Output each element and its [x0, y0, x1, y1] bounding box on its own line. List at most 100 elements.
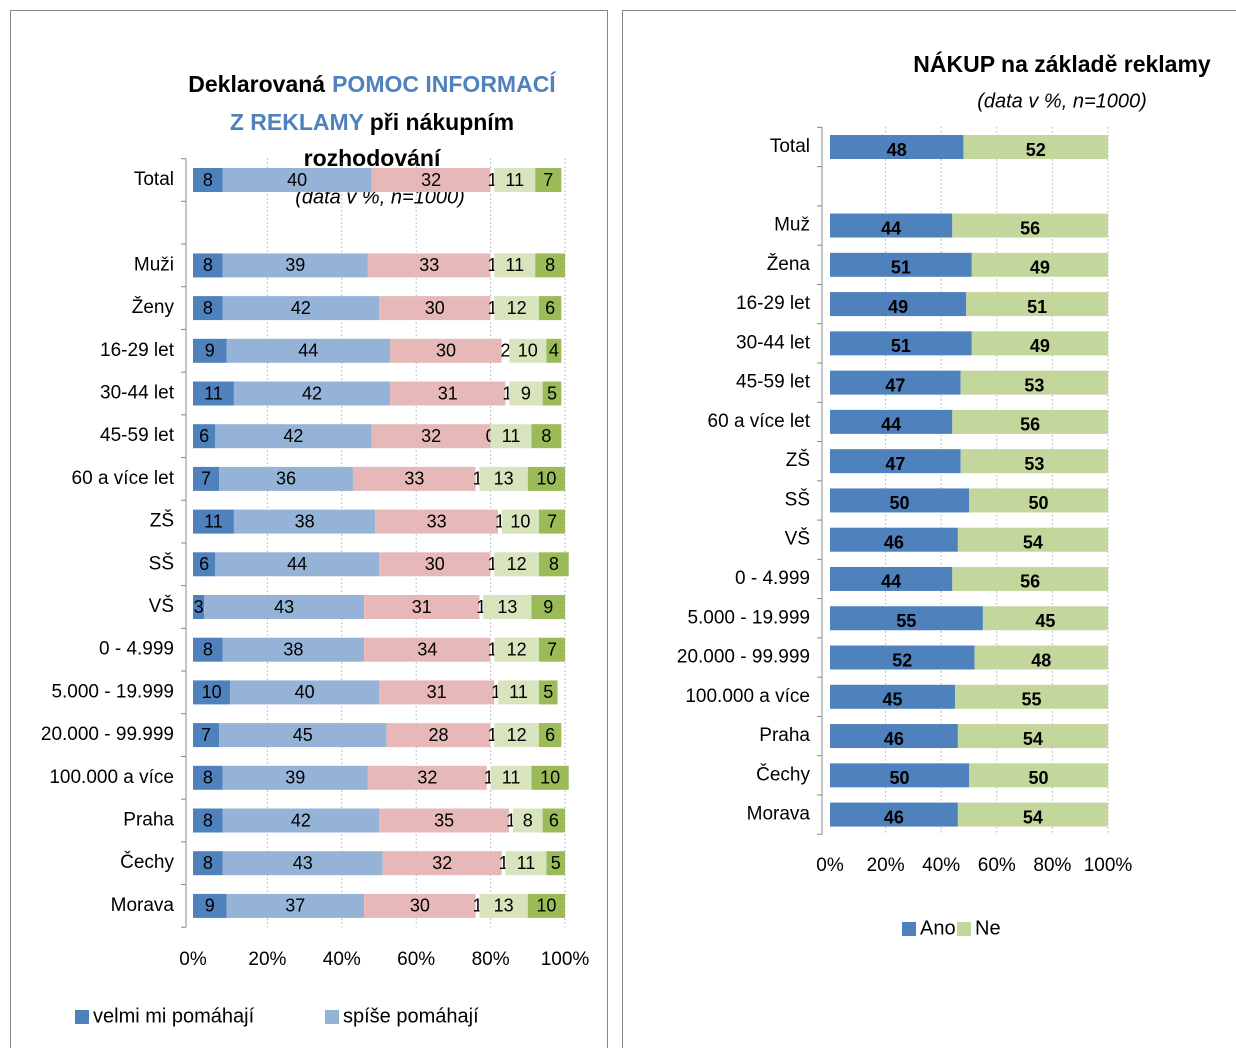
- data-label: 43: [274, 597, 294, 617]
- data-label: 5: [547, 383, 557, 403]
- x-tick-label: 20%: [867, 855, 905, 876]
- bar-segment: [498, 509, 502, 534]
- bar-segment: [193, 637, 223, 662]
- data-label: 1: [487, 255, 497, 275]
- data-label: 1: [484, 768, 494, 788]
- title-part: rozhodování: [304, 145, 442, 171]
- bar-segment: [830, 645, 975, 670]
- bar-segment: [193, 168, 223, 192]
- bar-segment: [960, 449, 1108, 474]
- data-label: 46: [884, 807, 904, 827]
- bar-segment: [531, 765, 569, 790]
- bar-segment: [390, 381, 506, 406]
- data-label: 1: [487, 298, 497, 318]
- bar-segment: [222, 765, 368, 790]
- bar-segment: [952, 409, 1108, 434]
- bar-segment: [193, 381, 234, 406]
- bar-segment: [542, 808, 565, 833]
- bar-segment: [494, 296, 539, 321]
- data-label: 42: [291, 810, 311, 830]
- title-part: NÁKUP na základě reklamy: [913, 50, 1211, 77]
- data-label: 50: [889, 493, 909, 513]
- data-label: 48: [1031, 650, 1051, 670]
- data-label: 31: [427, 682, 447, 702]
- data-label: 33: [419, 255, 439, 275]
- bar-segment: [386, 723, 491, 748]
- x-tick-label: 80%: [472, 949, 510, 970]
- data-label: 3: [194, 597, 204, 617]
- bar-segment: [957, 527, 1108, 552]
- data-label: 28: [429, 725, 449, 745]
- bar-segment: [494, 680, 499, 705]
- bar-segment: [222, 808, 379, 833]
- bar-segment: [538, 637, 565, 662]
- data-label: 9: [205, 896, 215, 916]
- y-tick-label: 16-29 let: [100, 340, 175, 361]
- data-label: 12: [507, 725, 527, 745]
- bar-segment: [486, 765, 491, 790]
- x-tick-label: 40%: [922, 855, 960, 876]
- data-label: 9: [205, 341, 215, 361]
- data-label: 10: [536, 896, 556, 916]
- bar-segment: [830, 449, 961, 474]
- data-label: 6: [545, 725, 555, 745]
- data-label: 8: [549, 554, 559, 574]
- bar-segment: [490, 552, 495, 577]
- bar-segment: [971, 252, 1108, 277]
- bar-segment: [538, 509, 565, 534]
- data-label: 10: [518, 341, 538, 361]
- data-label: 1: [487, 639, 497, 659]
- bar-segment: [969, 763, 1108, 788]
- data-label: 1: [473, 896, 483, 916]
- y-tick-label: 20.000 - 99.999: [677, 647, 810, 668]
- data-label: 47: [885, 454, 905, 474]
- bar-segment: [830, 292, 967, 317]
- data-label: 10: [510, 511, 530, 531]
- data-label: 7: [547, 639, 557, 659]
- bar-segment: [830, 331, 972, 356]
- bar-segment: [830, 684, 956, 709]
- data-label: 36: [276, 469, 296, 489]
- data-label: 7: [543, 170, 553, 190]
- data-label: 12: [507, 554, 527, 574]
- bar-segment: [505, 381, 510, 406]
- bar-segment: [193, 552, 216, 577]
- data-label: 11: [204, 383, 223, 403]
- y-tick-label: 5.000 - 19.999: [687, 607, 810, 628]
- bar-segment: [193, 424, 216, 449]
- bar-segment: [535, 168, 562, 192]
- y-tick-label: 16-29 let: [736, 293, 811, 314]
- data-label: 1: [487, 170, 497, 190]
- bar-segment: [509, 381, 543, 406]
- y-tick-label: Ženy: [132, 296, 175, 318]
- data-label: 44: [298, 341, 318, 361]
- data-label: 1: [506, 810, 516, 830]
- data-label: 51: [891, 336, 911, 356]
- y-tick-label: VŠ: [785, 528, 810, 550]
- data-label: 9: [521, 383, 531, 403]
- bar-segment: [375, 509, 499, 534]
- bar-segment: [193, 253, 223, 278]
- data-label: 1: [495, 511, 505, 531]
- bar-segment: [498, 680, 539, 705]
- data-label: 35: [434, 810, 454, 830]
- data-label: 11: [505, 170, 524, 190]
- data-label: 13: [497, 597, 517, 617]
- legend-label: spíše pomáhají: [343, 1005, 479, 1027]
- bar-segment: [490, 253, 495, 278]
- bar-segment: [193, 893, 227, 918]
- bar-segment: [494, 168, 536, 192]
- y-tick-label: ZŠ: [150, 510, 174, 532]
- x-tick-label: 40%: [323, 949, 361, 970]
- data-label: 9: [543, 597, 553, 617]
- x-tick-label: 60%: [978, 855, 1016, 876]
- data-label: 49: [888, 297, 908, 317]
- bar-segment: [222, 168, 372, 192]
- bar-segment: [830, 252, 972, 277]
- data-label: 46: [884, 729, 904, 749]
- data-label: 54: [1023, 807, 1043, 827]
- bar-segment: [490, 168, 495, 192]
- bar-segment: [501, 338, 510, 363]
- data-label: 45: [883, 690, 903, 710]
- data-label: 50: [1028, 768, 1048, 788]
